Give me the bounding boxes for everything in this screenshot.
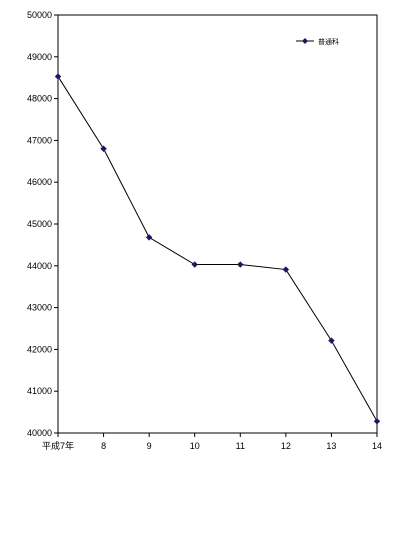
- y-tick-label: 46000: [27, 177, 52, 187]
- y-tick-label: 50000: [27, 10, 52, 20]
- data-point: [373, 418, 381, 425]
- data-point: [191, 261, 198, 268]
- x-tick-label: 9: [147, 441, 152, 451]
- series-line: [57, 76, 378, 422]
- data-point: [237, 261, 244, 268]
- data-point: [54, 73, 62, 80]
- x-axis-ticks: 平成7年 8 9 10 11 12 13 14: [42, 433, 382, 451]
- plot-area: [57, 14, 378, 434]
- x-tick-label: 14: [372, 441, 382, 451]
- legend: 普通科: [296, 37, 339, 46]
- x-tick-label: 平成7年: [42, 440, 74, 451]
- series-points: [54, 73, 381, 425]
- y-tick-label: 40000: [27, 428, 52, 438]
- x-tick-label: 11: [236, 441, 245, 451]
- x-tick-label: 12: [281, 441, 291, 451]
- data-point: [145, 234, 153, 241]
- y-tick-label: 43000: [27, 303, 52, 313]
- y-axis-ticks: 40000 41000 42000 43000 44000 45000 46000 47000…: [27, 10, 58, 438]
- y-tick-label: 44000: [27, 261, 52, 271]
- series-lines: [57, 76, 378, 422]
- legend-label: 普通科: [318, 37, 339, 46]
- legend-marker: [302, 38, 308, 44]
- data-point: [282, 266, 290, 273]
- y-tick-label: 48000: [27, 94, 52, 104]
- y-tick-label: 42000: [27, 344, 52, 354]
- x-tick-label: 8: [101, 441, 106, 451]
- x-tick-label: 10: [190, 441, 200, 451]
- x-tick-label: 13: [326, 441, 336, 451]
- y-tick-label: 47000: [27, 135, 52, 145]
- data-point: [100, 145, 107, 152]
- y-tick-label: 45000: [27, 219, 52, 229]
- y-tick-label: 41000: [27, 386, 52, 396]
- data-point: [328, 337, 335, 344]
- y-tick-label: 49000: [27, 52, 52, 62]
